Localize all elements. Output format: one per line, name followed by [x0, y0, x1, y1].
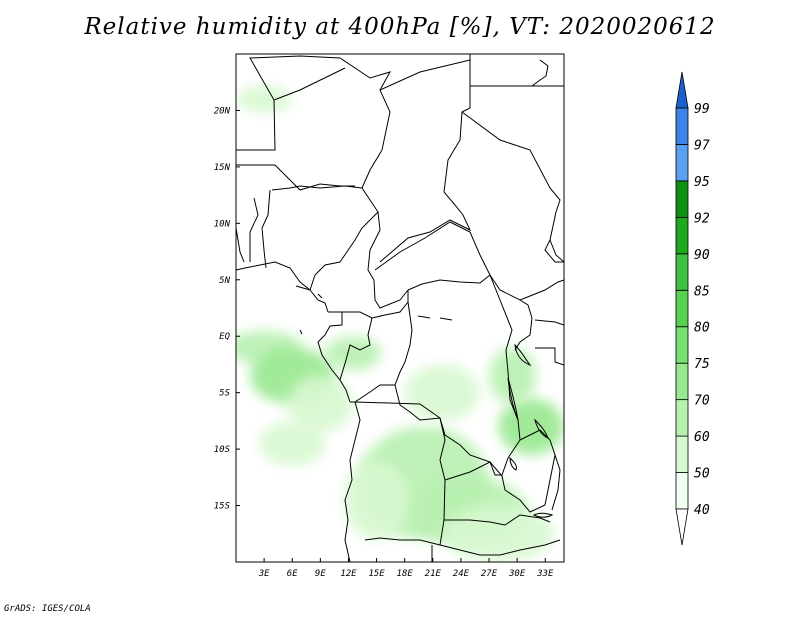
- colorbar: 40 50 60 70 75 80 85 90 92 95 97 99: [675, 71, 710, 546]
- colorbar-label: 95: [694, 175, 710, 190]
- x-tick-label: 6E: [287, 569, 298, 579]
- colorbar-label: 92: [694, 211, 710, 226]
- x-tick-label: 30E: [508, 569, 526, 579]
- y-tick-label: 10S: [214, 445, 231, 455]
- colorbar-swatch: [675, 362, 689, 401]
- humidity-field: [236, 85, 564, 562]
- colorbar-label: 60: [694, 430, 710, 445]
- y-tick-label: 15S: [214, 502, 231, 512]
- colorbar-label: 80: [694, 321, 710, 336]
- colorbar-label: 85: [694, 284, 710, 299]
- plot-frame: [235, 53, 565, 563]
- x-tick-label: 15E: [368, 569, 385, 579]
- colorbar-label: 75: [694, 357, 710, 372]
- colorbar-swatch: [675, 107, 689, 145]
- x-tick-label: 21E: [425, 569, 442, 579]
- footer-credit: GrADS: IGES/COLA: [4, 604, 91, 614]
- humidity-region: [343, 460, 410, 540]
- colorbar-swatch: [675, 435, 689, 473]
- x-tick-label: 33E: [536, 569, 554, 579]
- x-tick-label: 9E: [315, 569, 326, 579]
- x-tick-label: 18E: [397, 569, 414, 579]
- colorbar-swatch: [675, 399, 689, 437]
- colorbar-swatch: [675, 289, 689, 328]
- y-tick-label: 5N: [219, 276, 230, 286]
- colorbar-swatch: [675, 326, 689, 364]
- humidity-region: [287, 375, 354, 433]
- colorbar-swatch: [675, 216, 689, 255]
- y-axis: 20N 15N 10N 5N EQ 5S 10S 15S: [214, 106, 240, 512]
- humidity-region: [404, 364, 480, 421]
- colorbar-swatch: [675, 180, 689, 218]
- colorbar-label: 50: [694, 467, 710, 482]
- colorbar-label: 40: [694, 503, 710, 518]
- y-tick-label: 5S: [219, 389, 230, 399]
- colorbar-label: 90: [694, 248, 710, 263]
- y-tick-label: 10N: [214, 219, 231, 229]
- colorbar-label: 97: [694, 138, 710, 153]
- colorbar-label: 99: [694, 102, 710, 117]
- humidity-region: [498, 398, 564, 455]
- chart-title: Relative humidity at 400hPa [%], VT: 202…: [84, 14, 716, 40]
- y-tick-label: 15N: [214, 163, 231, 173]
- x-axis: 3E 6E 9E 12E 15E 18E 21E 24E 27E 30E 33E: [258, 558, 554, 579]
- colorbar-label: 70: [694, 394, 710, 409]
- country-borders: [236, 54, 564, 562]
- colorbar-swatch: [675, 253, 689, 291]
- humidity-region: [325, 336, 382, 371]
- x-tick-label: 27E: [481, 569, 498, 579]
- x-tick-label: 3E: [258, 569, 270, 579]
- humidity-region: [259, 420, 326, 467]
- colorbar-swatch: [675, 472, 689, 510]
- x-tick-label: 24E: [453, 569, 470, 579]
- colorbar-swatch: [675, 144, 689, 182]
- y-tick-label: 20N: [214, 106, 231, 116]
- y-tick-label: EQ: [219, 332, 230, 342]
- colorbar-upper-extend: [675, 71, 689, 109]
- humidity-region: [236, 85, 293, 113]
- colorbar-lower-extend: [675, 508, 689, 546]
- x-tick-label: 12E: [340, 569, 357, 579]
